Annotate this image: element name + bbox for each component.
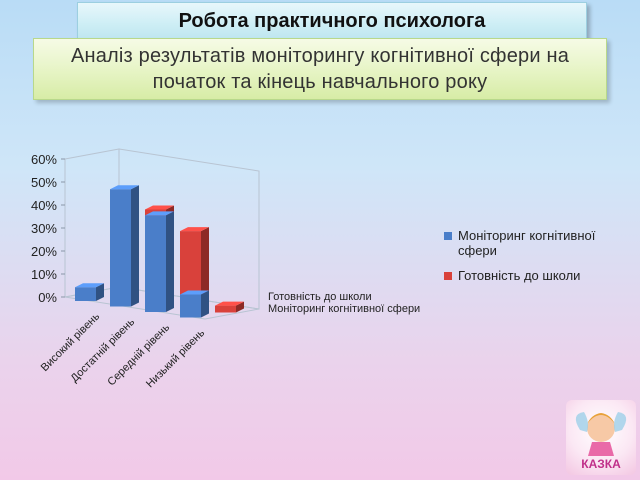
- legend-item-monitoring: Моніторинг когнітивної сфери: [444, 228, 634, 258]
- bar-front-face: [75, 287, 96, 301]
- slide-title-box: Робота практичного психолога: [77, 2, 587, 40]
- legend-label-monitoring: Моніторинг когнітивної сфери: [458, 228, 595, 258]
- bar-top-face: [215, 301, 244, 306]
- kindergarten-logo: КАЗКА: [566, 400, 636, 475]
- bar-monitoring-2: [145, 211, 174, 312]
- bar-side-face: [236, 301, 244, 313]
- logo-text: КАЗКА: [581, 457, 621, 471]
- fairy-logo-icon: КАЗКА: [575, 412, 627, 471]
- bar-monitoring-1: [110, 185, 139, 307]
- legend-label-readiness: Готовність до школи: [458, 268, 581, 283]
- bar-side-face: [201, 290, 209, 318]
- bar-front-face: [180, 231, 201, 307]
- y-tick-label: 50%: [31, 175, 57, 190]
- slide-title: Робота практичного психолога: [178, 9, 486, 32]
- y-tick-label: 10%: [31, 267, 57, 282]
- bar-readiness-3: [215, 301, 244, 313]
- bar-monitoring-3: [180, 290, 209, 318]
- chart-legend: Моніторинг когнітивної сфери Готовність …: [444, 228, 634, 293]
- bar-top-face: [110, 185, 139, 190]
- bar-front-face: [145, 215, 166, 312]
- slide-subtitle: Аналіз результатів моніторингу когнітивн…: [71, 43, 569, 95]
- y-tick-label: 0%: [38, 290, 57, 305]
- y-tick-label: 20%: [31, 244, 57, 259]
- legend-label-monitoring-line1: Моніторинг когнітивної: [458, 228, 596, 243]
- bar-side-face: [96, 283, 104, 301]
- y-tick-label: 30%: [31, 221, 57, 236]
- legend-label-monitoring-line2: сфери: [458, 243, 497, 258]
- bar-top-face: [75, 283, 104, 288]
- bar-front-face: [110, 189, 131, 307]
- bar-side-face: [166, 211, 174, 312]
- bar-side-face: [131, 185, 139, 307]
- chart: 0%10%20%30%40%50%60%Високий рівеньДостат…: [31, 148, 420, 390]
- bar-front-face: [180, 294, 201, 318]
- bar-front-face: [215, 305, 236, 313]
- depth-axis-label: Готовність до школи: [268, 291, 372, 303]
- y-tick-label: 60%: [31, 152, 57, 167]
- bar-top-face: [145, 205, 174, 210]
- legend-item-readiness: Готовність до школи: [444, 268, 634, 283]
- legend-swatch-readiness: [444, 272, 452, 280]
- bar-readiness-2: [180, 227, 209, 307]
- slide-subtitle-box: Аналіз результатів моніторингу когнітивн…: [33, 38, 607, 100]
- bar-top-face: [180, 227, 209, 232]
- bar-top-face: [145, 211, 174, 216]
- legend-swatch-monitoring: [444, 232, 452, 240]
- subtitle-line-1: Аналіз результатів моніторингу когнітивн…: [70, 45, 570, 67]
- bar-top-face: [180, 290, 209, 295]
- subtitle-line-2: початок та кінець навчального року: [152, 71, 488, 93]
- bar-monitoring-0: [75, 283, 104, 301]
- bar-side-face: [201, 227, 209, 307]
- y-tick-label: 40%: [31, 198, 57, 213]
- depth-axis-label: Моніторинг когнітивної сфери: [268, 303, 420, 315]
